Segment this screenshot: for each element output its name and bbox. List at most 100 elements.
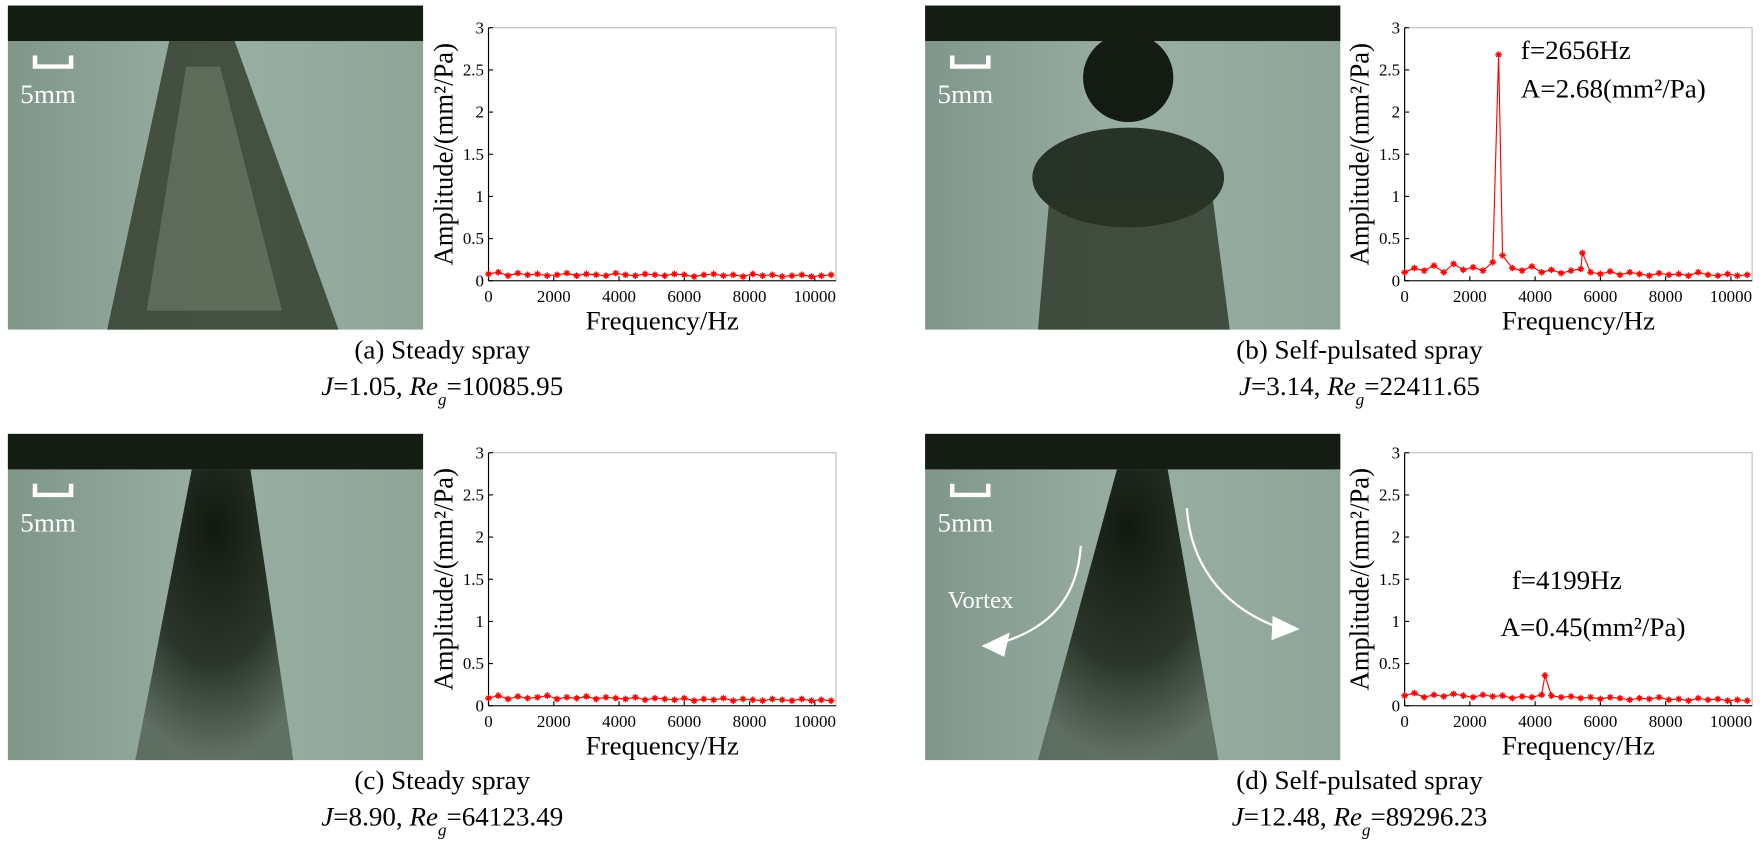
y-tick-label: 3 xyxy=(1392,443,1400,462)
y-tick-label: 0.5 xyxy=(1379,654,1400,673)
y-tick-label: 2.5 xyxy=(463,61,484,80)
plot-area xyxy=(1405,28,1752,281)
caption-part: g xyxy=(1356,390,1364,409)
plot-area xyxy=(489,453,836,706)
y-tick-label: 0.5 xyxy=(463,654,484,673)
x-tick-label: 10000 xyxy=(1710,712,1752,731)
caption-part: g xyxy=(438,390,446,409)
x-tick-label: 10000 xyxy=(794,287,836,306)
x-tick-label: 8000 xyxy=(733,287,767,306)
caption-part: g xyxy=(438,820,446,839)
y-tick-label: 2 xyxy=(1392,103,1400,122)
x-tick-label: 0 xyxy=(1400,287,1408,306)
x-tick-label: 2000 xyxy=(1453,287,1487,306)
x-tick-label: 6000 xyxy=(667,287,701,306)
caption-part: =64123.49 xyxy=(446,802,563,832)
x-tick-label: 6000 xyxy=(1583,712,1617,731)
x-tick-label: 2000 xyxy=(537,712,571,731)
x-tick-label: 4000 xyxy=(1518,287,1552,306)
caption-title: (d) Self-pulsated spray xyxy=(1236,765,1483,795)
page: {"chart_data": [ {"type": "spectrum", "t… xyxy=(0,0,1760,850)
plot-area xyxy=(489,28,836,281)
caption-part: g xyxy=(1362,820,1370,839)
caption-part: =10085.95 xyxy=(446,371,563,401)
y-tick-label: 0.5 xyxy=(463,229,484,248)
y-tick-label: 2.5 xyxy=(463,486,484,505)
caption-subtitle: J=8.90, Reg=64123.49 xyxy=(321,802,563,839)
scale-label: 5mm xyxy=(938,79,994,109)
y-axis-label: Amplitude/(mm²/Pa) xyxy=(1344,468,1374,690)
scale-label: 5mm xyxy=(20,79,76,109)
y-tick-label: 3 xyxy=(476,18,484,37)
y-tick-label: 2.5 xyxy=(1379,61,1400,80)
x-tick-label: 0 xyxy=(1400,712,1408,731)
x-axis-label: Frequency/Hz xyxy=(1502,306,1655,336)
caption-title: (b) Self-pulsated spray xyxy=(1236,335,1483,365)
x-tick-label: 6000 xyxy=(667,712,701,731)
x-tick-label: 4000 xyxy=(602,287,636,306)
x-tick-label: 2000 xyxy=(1453,712,1487,731)
photo-b xyxy=(925,6,1340,330)
caption-subtitle: J=1.05, Reg=10085.95 xyxy=(321,371,563,408)
x-tick-label: 10000 xyxy=(794,712,836,731)
y-axis-label: Amplitude/(mm²/Pa) xyxy=(428,43,458,265)
y-tick-label: 1.5 xyxy=(463,570,484,589)
x-tick-label: 6000 xyxy=(1583,287,1617,306)
x-tick-label: 10000 xyxy=(1710,287,1752,306)
annotation: A=2.68(mm²/Pa) xyxy=(1521,74,1706,104)
y-tick-label: 1.5 xyxy=(1379,570,1400,589)
y-tick-label: 2.5 xyxy=(1379,486,1400,505)
caption-part: Re xyxy=(408,802,438,832)
caption-title: (c) Steady spray xyxy=(354,765,530,795)
caption-subtitle: J=12.48, Reg=89296.23 xyxy=(1232,802,1487,839)
x-axis-label: Frequency/Hz xyxy=(586,306,739,336)
y-tick-label: 1 xyxy=(1392,187,1400,206)
x-tick-label: 8000 xyxy=(1649,287,1683,306)
x-axis-label: Frequency/Hz xyxy=(586,731,739,761)
caption-part: =3.14, xyxy=(1251,371,1327,401)
x-tick-label: 0 xyxy=(484,287,492,306)
annotation: f=2656Hz xyxy=(1521,35,1631,65)
caption-part: =8.90, xyxy=(333,802,409,832)
caption-part: Re xyxy=(408,371,438,401)
photo-a xyxy=(8,6,423,330)
y-tick-label: 2 xyxy=(1392,528,1400,547)
y-tick-label: 0.5 xyxy=(1379,229,1400,248)
scale-label: 5mm xyxy=(938,508,994,538)
caption-part: Re xyxy=(1332,802,1362,832)
x-tick-label: 8000 xyxy=(733,712,767,731)
scale-label: 5mm xyxy=(20,508,76,538)
y-tick-label: 0 xyxy=(476,696,484,715)
y-tick-label: 1.5 xyxy=(463,145,484,164)
x-tick-label: 4000 xyxy=(1518,712,1552,731)
y-tick-label: 0 xyxy=(1392,696,1400,715)
caption-part: =89296.23 xyxy=(1370,802,1487,832)
photo-annotation: Vortex xyxy=(948,587,1014,614)
caption-subtitle: J=3.14, Reg=22411.65 xyxy=(1239,371,1480,408)
y-tick-label: 3 xyxy=(1392,18,1400,37)
x-tick-label: 0 xyxy=(484,712,492,731)
y-tick-label: 2 xyxy=(476,528,484,547)
y-tick-label: 2 xyxy=(476,103,484,122)
caption-part: Re xyxy=(1326,371,1356,401)
y-axis-label: Amplitude/(mm²/Pa) xyxy=(428,468,458,690)
caption-title: (a) Steady spray xyxy=(354,335,530,365)
y-tick-label: 3 xyxy=(476,443,484,462)
y-tick-label: 1 xyxy=(1392,612,1400,631)
y-tick-label: 1 xyxy=(476,612,484,631)
photo-c xyxy=(8,434,423,760)
annotation: A=0.45(mm²/Pa) xyxy=(1501,612,1686,642)
x-tick-label: 8000 xyxy=(1649,712,1683,731)
caption-part: =22411.65 xyxy=(1364,371,1480,401)
y-axis-label: Amplitude/(mm²/Pa) xyxy=(1344,43,1374,265)
y-tick-label: 0 xyxy=(476,271,484,290)
x-axis-label: Frequency/Hz xyxy=(1502,731,1655,761)
y-tick-label: 0 xyxy=(1392,271,1400,290)
annotation: f=4199Hz xyxy=(1512,565,1622,595)
caption-part: =12.48, xyxy=(1244,802,1334,832)
x-tick-label: 2000 xyxy=(537,287,571,306)
y-tick-label: 1 xyxy=(476,187,484,206)
caption-part: =1.05, xyxy=(333,371,409,401)
figure: 5mm00.511.522.530200040006000800010000Fr… xyxy=(0,0,1760,850)
y-tick-label: 1.5 xyxy=(1379,145,1400,164)
